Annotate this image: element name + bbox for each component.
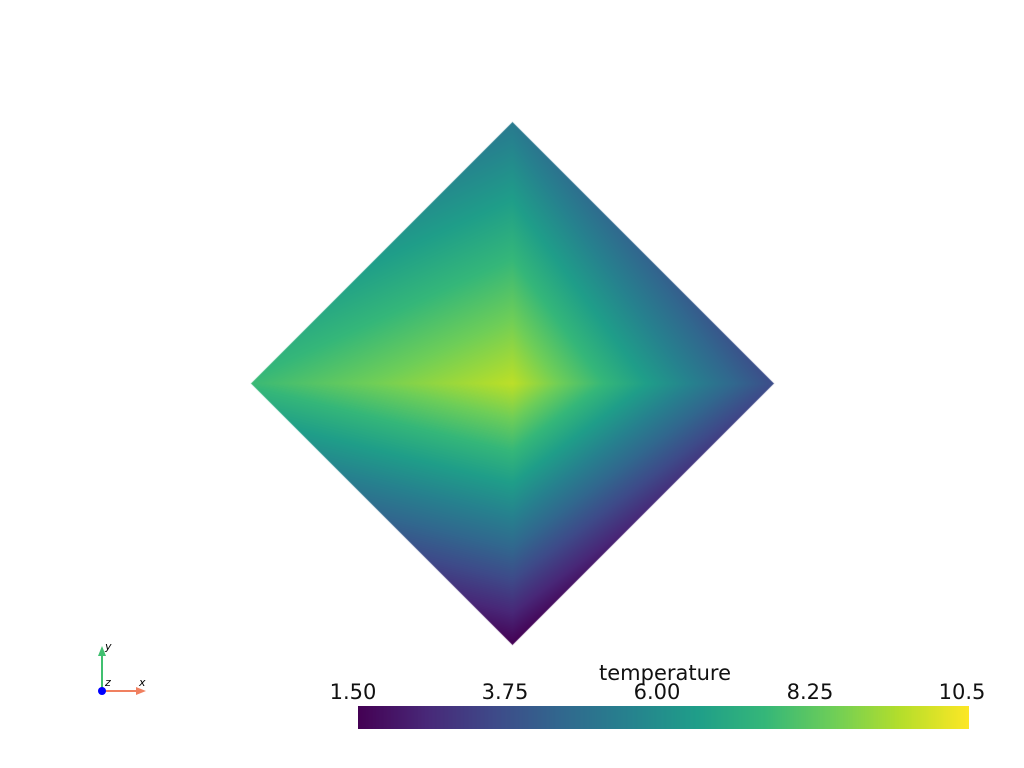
- y-arrow-head-icon: [98, 646, 106, 656]
- y-axis-label: y: [105, 640, 112, 653]
- x-axis-label: x: [139, 676, 146, 689]
- z-axis-dot: [98, 687, 106, 695]
- colorbar-tick: 10.5: [938, 680, 986, 704]
- temperature-field-surface: [0, 0, 1024, 660]
- colorbar-tick: 6.00: [633, 680, 681, 704]
- colorbar-tick: 8.25: [786, 680, 834, 704]
- colorbar-tick: 1.50: [329, 680, 377, 704]
- orientation-axes-widget: [98, 646, 146, 695]
- z-axis-label: z: [105, 676, 111, 689]
- colorbar-tick: 3.75: [481, 680, 529, 704]
- colorbar: [358, 706, 969, 729]
- x-arrow-head-icon: [136, 687, 146, 695]
- colorbar-title: temperature: [599, 661, 731, 685]
